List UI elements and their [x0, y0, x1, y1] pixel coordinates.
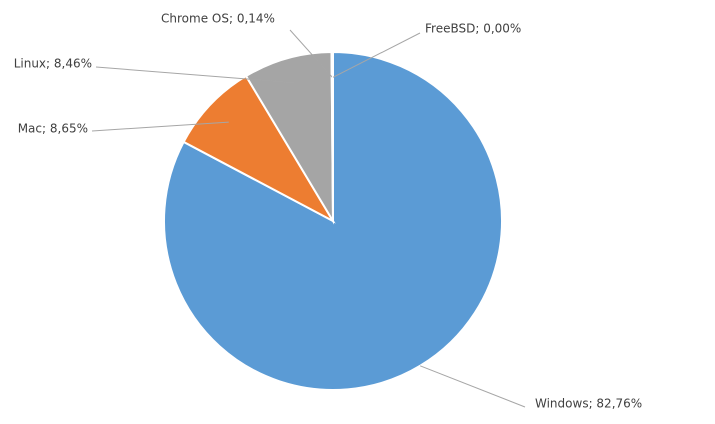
data-label: FreeBSD; 0,00% — [425, 22, 521, 36]
leader-line — [332, 32, 421, 78]
data-label: Linux; 8,46% — [14, 57, 92, 71]
data-label: Mac; 8,65% — [18, 122, 88, 136]
data-label: Chrome OS; 0,14% — [161, 12, 275, 26]
leader-line — [419, 365, 526, 408]
pie-slice — [244, 50, 335, 225]
leader-line — [95, 66, 295, 84]
leader-line — [91, 121, 229, 132]
pie-slice — [182, 74, 336, 224]
data-label: Windows; 82,76% — [535, 397, 642, 411]
leader-line — [289, 29, 333, 78]
